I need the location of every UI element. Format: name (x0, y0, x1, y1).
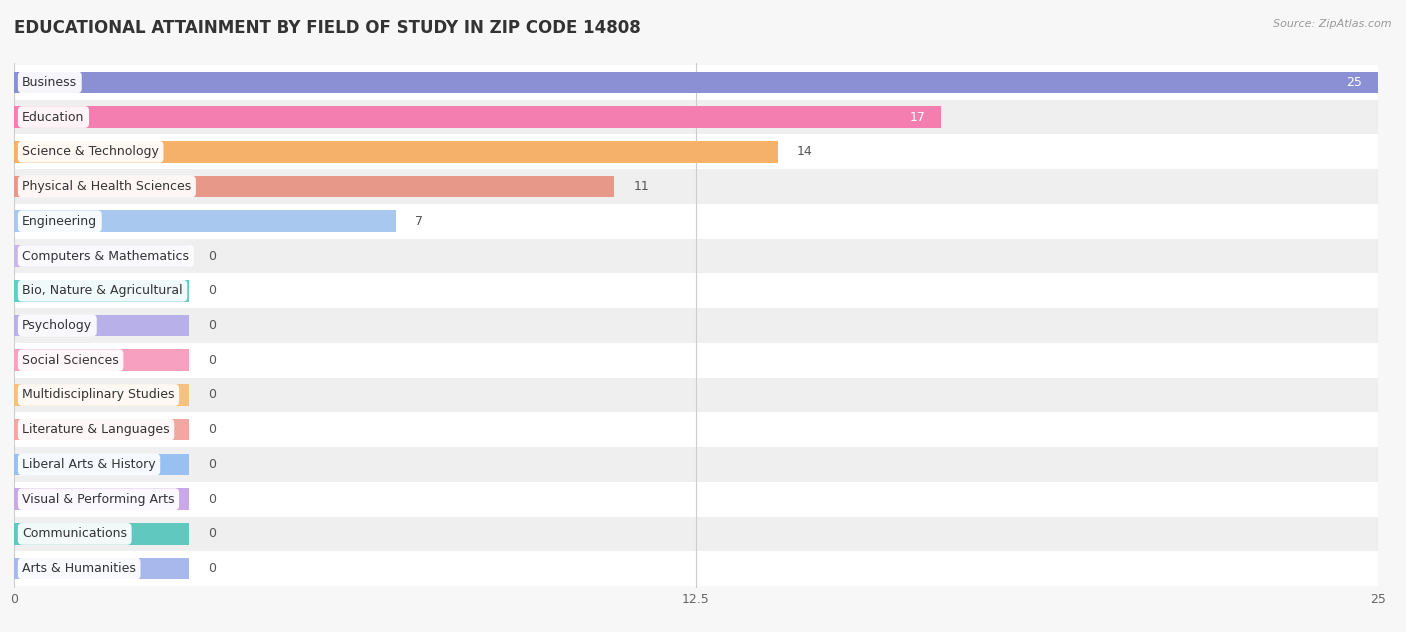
Bar (14, 65, 1378, 100)
Text: 0: 0 (208, 562, 215, 575)
Bar (14, 516, 1378, 551)
Bar (14, 176, 614, 197)
Bar (14, 412, 1378, 447)
Bar (14, 384, 188, 406)
Bar (14, 204, 1378, 239)
Text: 17: 17 (910, 111, 925, 123)
Text: Psychology: Psychology (22, 319, 93, 332)
Text: 0: 0 (208, 528, 215, 540)
Text: Communications: Communications (22, 528, 127, 540)
Bar (14, 245, 188, 267)
Text: 0: 0 (208, 389, 215, 401)
Text: EDUCATIONAL ATTAINMENT BY FIELD OF STUDY IN ZIP CODE 14808: EDUCATIONAL ATTAINMENT BY FIELD OF STUDY… (14, 19, 641, 37)
Text: Visual & Performing Arts: Visual & Performing Arts (22, 493, 174, 506)
Bar (14, 489, 188, 510)
Text: 0: 0 (208, 319, 215, 332)
Bar (14, 280, 188, 301)
Bar (14, 343, 1378, 377)
Bar (14, 558, 188, 580)
Text: 0: 0 (208, 354, 215, 367)
Text: Physical & Health Sciences: Physical & Health Sciences (22, 180, 191, 193)
Text: 7: 7 (415, 215, 423, 228)
Text: Computers & Mathematics: Computers & Mathematics (22, 250, 190, 262)
Text: 0: 0 (208, 284, 215, 297)
Text: Literature & Languages: Literature & Languages (22, 423, 170, 436)
Bar (14, 523, 188, 545)
Text: Social Sciences: Social Sciences (22, 354, 120, 367)
Text: 0: 0 (208, 458, 215, 471)
Bar (14, 315, 188, 336)
Bar (14, 308, 1378, 343)
Bar (14, 135, 1378, 169)
Bar (14, 100, 1378, 135)
Bar (14, 71, 1378, 93)
Text: 0: 0 (208, 493, 215, 506)
Text: 11: 11 (633, 180, 650, 193)
Bar (14, 551, 1378, 586)
Text: Engineering: Engineering (22, 215, 97, 228)
Text: Science & Technology: Science & Technology (22, 145, 159, 158)
Text: 0: 0 (208, 423, 215, 436)
Text: Arts & Humanities: Arts & Humanities (22, 562, 136, 575)
Text: Multidisciplinary Studies: Multidisciplinary Studies (22, 389, 174, 401)
Text: 14: 14 (797, 145, 813, 158)
Text: 0: 0 (208, 250, 215, 262)
Bar (14, 454, 188, 475)
Bar (14, 419, 188, 441)
Bar (14, 239, 1378, 274)
Bar (14, 274, 1378, 308)
Bar (14, 482, 1378, 516)
Text: Education: Education (22, 111, 84, 123)
Text: Business: Business (22, 76, 77, 89)
Bar (14, 377, 1378, 412)
Text: Liberal Arts & History: Liberal Arts & History (22, 458, 156, 471)
Text: Bio, Nature & Agricultural: Bio, Nature & Agricultural (22, 284, 183, 297)
Bar (14, 447, 1378, 482)
Bar (14, 210, 396, 232)
Text: Source: ZipAtlas.com: Source: ZipAtlas.com (1274, 19, 1392, 29)
Text: 25: 25 (1346, 76, 1361, 89)
Bar (14, 349, 188, 371)
Bar (14, 106, 942, 128)
Bar (14, 141, 778, 162)
Bar (14, 169, 1378, 204)
